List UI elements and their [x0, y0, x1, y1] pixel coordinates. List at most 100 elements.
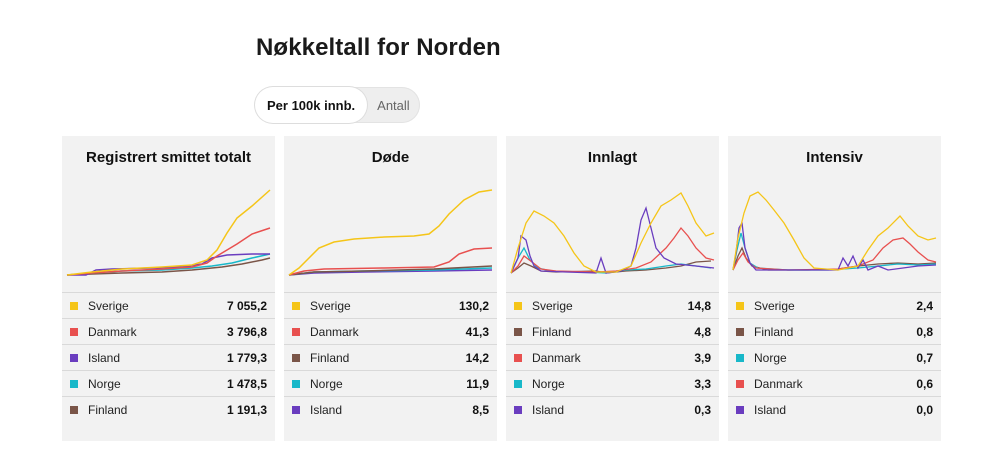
series-line-sverige	[288, 189, 493, 276]
legend-swatch	[292, 405, 300, 414]
legend-swatch	[514, 301, 522, 310]
page-title: Nøkkeltall for Norden	[256, 34, 501, 61]
legend-value: 1 191,3	[226, 402, 267, 417]
legend-value: 0,0	[916, 402, 933, 417]
legend-value: 3,3	[694, 376, 711, 391]
legend-row: Sverige 130,2	[284, 293, 497, 319]
legend-country: Finland	[310, 350, 350, 365]
legend-value: 2,4	[916, 298, 933, 313]
chart-intensiv	[732, 191, 937, 271]
antall-button[interactable]: Antall	[367, 87, 420, 123]
series-line-danmark	[66, 227, 271, 276]
legend-row: Danmark 3 796,8	[62, 319, 275, 345]
legend-country: Island	[310, 402, 343, 417]
card-title: Intensiv	[806, 149, 863, 166]
card-title: Registrert smittet totalt	[85, 149, 252, 166]
legend-value: 0,6	[916, 376, 933, 391]
legend-value: 11,9	[466, 376, 489, 391]
legend-value: 130,2	[458, 298, 489, 313]
per-100k-button[interactable]: Per 100k innb.	[255, 87, 368, 123]
legend-swatch	[736, 301, 744, 310]
legend-row: Island 8,5	[284, 397, 497, 422]
legend-swatch	[736, 327, 744, 336]
legend-value: 3,9	[694, 350, 711, 365]
series-line-finland	[66, 257, 271, 276]
legend-swatch	[514, 379, 522, 388]
chart-registrert-smittet	[66, 189, 271, 276]
legend-swatch	[70, 379, 78, 388]
legend-row: Sverige 14,8	[506, 293, 719, 319]
legend-swatch	[292, 353, 300, 362]
legend-row: Finland 14,2	[284, 345, 497, 371]
legend-list: Sverige 2,4 Finland 0,8 Norge 0,7 Danmark 0,…	[728, 292, 941, 422]
legend-swatch	[292, 327, 300, 336]
legend-country: Danmark	[754, 376, 803, 391]
legend-value: 3 796,8	[226, 324, 267, 339]
legend-value: 14,8	[687, 298, 711, 313]
card-title: Døde	[371, 149, 410, 166]
legend-swatch	[292, 379, 300, 388]
series-line-sverige	[732, 191, 937, 271]
series-line-sverige	[66, 189, 271, 276]
series-line-finland	[288, 265, 493, 276]
legend-row: Danmark 41,3	[284, 319, 497, 345]
legend-swatch	[736, 405, 744, 414]
legend-row: Island 1 779,3	[62, 345, 275, 371]
legend-row: Finland 1 191,3	[62, 397, 275, 422]
legend-swatch	[70, 301, 78, 310]
legend-country: Danmark	[88, 324, 137, 339]
legend-country: Island	[754, 402, 787, 417]
legend-country: Island	[532, 402, 565, 417]
card-registrert-smittet: Registrert smittet totalt Sverige 7 055,2…	[62, 136, 275, 441]
legend-country: Danmark	[532, 350, 581, 365]
legend-swatch	[736, 379, 744, 388]
unit-toggle: Per 100k innb. Antall	[255, 87, 420, 123]
legend-country: Sverige	[88, 298, 129, 313]
legend-country: Norge	[310, 376, 343, 391]
legend-row: Finland 4,8	[506, 319, 719, 345]
legend-country: Finland	[532, 324, 572, 339]
legend-row: Island 0,3	[506, 397, 719, 422]
card-title: Innlagt	[587, 149, 638, 166]
legend-row: Finland 0,8	[728, 319, 941, 345]
legend-row: Norge 3,3	[506, 371, 719, 397]
legend-swatch	[514, 353, 522, 362]
legend-country: Norge	[532, 376, 565, 391]
legend-swatch	[70, 405, 78, 414]
chart-innlagt	[510, 192, 715, 274]
card-innlagt: Innlagt Sverige 14,8 Finland 4,8 Danmark 3,…	[506, 136, 719, 441]
legend-row: Danmark 0,6	[728, 371, 941, 397]
series-line-danmark	[510, 226, 715, 274]
legend-value: 8,5	[472, 402, 489, 417]
legend-list: Sverige 7 055,2 Danmark 3 796,8 Island 1 77…	[62, 292, 275, 422]
legend-value: 1 779,3	[226, 350, 267, 365]
series-line-island	[510, 205, 715, 274]
legend-swatch	[736, 353, 744, 362]
legend-row: Danmark 3,9	[506, 345, 719, 371]
legend-value: 14,2	[465, 350, 489, 365]
legend-value: 4,8	[694, 324, 711, 339]
legend-swatch	[514, 405, 522, 414]
card-dode: Døde Sverige 130,2 Danmark 41,3 Finland 14,…	[284, 136, 497, 441]
card-intensiv: Intensiv Sverige 2,4 Finland 0,8 Norge 0,7 …	[728, 136, 941, 441]
chart-dode	[288, 189, 493, 276]
legend-country: Finland	[88, 402, 128, 417]
legend-list: Sverige 14,8 Finland 4,8 Danmark 3,9 Norge 3…	[506, 292, 719, 422]
series-line-danmark	[288, 247, 493, 276]
legend-country: Island	[88, 350, 121, 365]
series-line-norge	[732, 232, 937, 271]
legend-country: Sverige	[310, 298, 351, 313]
series-line-finland	[732, 246, 937, 271]
legend-country: Norge	[754, 350, 787, 365]
legend-swatch	[292, 301, 300, 310]
legend-swatch	[70, 327, 78, 336]
legend-country: Finland	[754, 324, 794, 339]
legend-list: Sverige 130,2 Danmark 41,3 Finland 14,2 Nor…	[284, 292, 497, 422]
legend-row: Norge 0,7	[728, 345, 941, 371]
legend-row: Island 0,0	[728, 397, 941, 422]
legend-swatch	[70, 353, 78, 362]
legend-value: 0,3	[694, 402, 711, 417]
legend-row: Norge 1 478,5	[62, 371, 275, 397]
legend-value: 41,3	[465, 324, 489, 339]
legend-row: Sverige 7 055,2	[62, 293, 275, 319]
